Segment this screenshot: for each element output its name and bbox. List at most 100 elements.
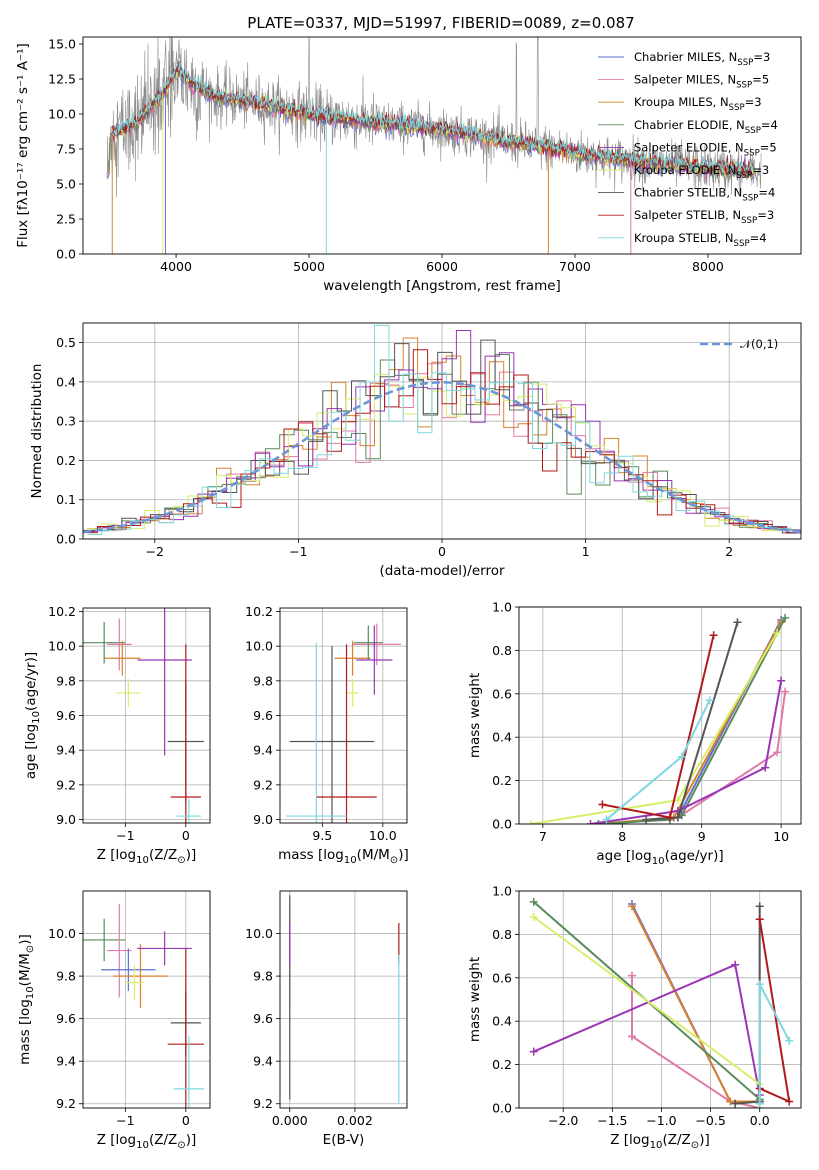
- data-point-marker: [673, 813, 682, 822]
- y-tick-label: 0.5: [56, 335, 76, 350]
- y-tick-label: 0.2: [492, 773, 512, 788]
- y-tick-label: 10.0: [48, 107, 76, 122]
- y-tick-label: 9.2: [56, 777, 76, 792]
- x-tick-label: 8000: [692, 259, 724, 274]
- plot-area: [106, 37, 762, 254]
- x-tick-label: 5000: [293, 259, 325, 274]
- legend-entry: Chabrier ELODIE, NSSP=4: [634, 118, 778, 136]
- mass-vs-extinction-panel: 0.000 0.002 9.2 9.4 9.6 9.8 10.0 E(B-V): [245, 890, 408, 1148]
- y-axis-label: mass weight: [467, 673, 483, 758]
- data-point-marker: [785, 1097, 794, 1106]
- x-tick-label: 10.0: [369, 828, 397, 843]
- x-tick-label: −0.5: [695, 1113, 725, 1128]
- data-point-marker: [665, 813, 674, 822]
- y-tick-label: 9.6: [253, 1011, 273, 1026]
- legend-entry: Salpeter ELODIE, NSSP=5: [634, 140, 777, 158]
- y-tick-label: 0.4: [492, 1014, 512, 1029]
- x-tick-label: −2: [146, 544, 164, 559]
- x-tick-label: 0: [438, 544, 446, 559]
- legend-entry: Salpeter STELIB, NSSP=3: [634, 208, 774, 226]
- spectrum-panel: 4000 5000 6000 7000 8000 0.0 2.5 5.0 7.5 10.0 12.5…: [15, 36, 802, 294]
- y-tick-label: 0.0: [56, 247, 76, 262]
- x-tick-label: −1: [116, 828, 134, 843]
- x-axis-label: Z [log10(Z/Z⊙)]: [97, 847, 197, 866]
- x-tick-label: 8: [618, 829, 626, 844]
- y-axis-label: mass [log10(M/M⊙)]: [17, 934, 36, 1065]
- axes-frame: [518, 890, 802, 1109]
- axes-frame: [82, 36, 802, 255]
- data-point-marker: [598, 800, 607, 809]
- age-vs-mass-panel: 9.5 10.0 9.0 9.2 9.4 9.6 9.8 10.0 10.2 mass [log1…: [245, 604, 409, 866]
- mass-weight-vs-metallicity-panel: −2.0 −1.5 −1.0 −0.5 0.0 0.0 0.2 0.4 0.6 0.8 1.0 Z […: [467, 884, 802, 1151]
- y-axis-label: Normed distribution: [29, 364, 45, 499]
- x-tick-label: 1: [582, 544, 590, 559]
- y-tick-label: 9.8: [56, 673, 76, 688]
- y-tick-label: 9.2: [253, 1096, 273, 1111]
- y-tick-label: 0.2: [56, 453, 76, 468]
- data-point-marker: [785, 1036, 794, 1045]
- y-tick-label: 9.6: [253, 708, 273, 723]
- y-tick-label: 10.0: [48, 639, 76, 654]
- x-tick-label: 7: [539, 829, 547, 844]
- y-tick-label: 7.5: [56, 142, 76, 157]
- weight-line-salpeter_elodie: [533, 963, 761, 1096]
- plot-area: [526, 613, 790, 824]
- data-point-marker: [529, 1047, 538, 1056]
- y-tick-label: 9.0: [56, 812, 76, 827]
- y-tick-label: 15.0: [48, 37, 76, 52]
- x-axis-label: mass [log10(M/M⊙)]: [278, 847, 409, 866]
- x-tick-label: −1: [289, 544, 307, 559]
- y-tick-label: 0.6: [492, 970, 512, 985]
- legend-entry: Kroupa MILES, NSSP=3: [634, 95, 762, 113]
- y-tick-label: 9.0: [253, 812, 273, 827]
- data-point-marker: [731, 960, 740, 969]
- axes-frame: [82, 607, 211, 824]
- data-point-marker: [755, 1099, 764, 1108]
- y-tick-label: 0.0: [492, 817, 512, 832]
- y-tick-label: 9.4: [253, 1054, 273, 1069]
- y-tick-label: 10.2: [245, 604, 273, 619]
- data-point-marker: [709, 631, 718, 640]
- x-tick-label: 9.5: [312, 828, 332, 843]
- y-tick-label: 5.0: [56, 177, 76, 192]
- legend-entry: Chabrier STELIB, NSSP=4: [634, 186, 775, 204]
- y-tick-label: 0.4: [492, 730, 512, 745]
- x-tick-label: −1.0: [646, 1113, 676, 1128]
- data-point-marker: [761, 763, 770, 772]
- y-tick-label: 0.8: [492, 927, 512, 942]
- y-tick-label: 10.2: [48, 604, 76, 619]
- y-tick-label: 9.6: [56, 708, 76, 723]
- x-axis-label: Z [log10(Z/Z⊙)]: [610, 1132, 710, 1151]
- y-tick-label: 9.4: [56, 1054, 76, 1069]
- data-point-marker: [755, 915, 764, 924]
- y-tick-label: 2.5: [56, 212, 76, 227]
- data-point-marker: [731, 1099, 740, 1108]
- data-point-marker: [773, 629, 782, 638]
- y-tick-label: 0.6: [492, 686, 512, 701]
- y-tick-label: 0.2: [492, 1057, 512, 1072]
- x-tick-label: 7000: [559, 259, 591, 274]
- plot-area: [529, 897, 794, 1108]
- y-tick-label: 0.1: [56, 492, 76, 507]
- y-tick-label: 9.4: [253, 743, 273, 758]
- legend: 𝒩(0,1): [700, 337, 778, 351]
- data-point-marker: [705, 696, 714, 705]
- y-tick-label: 9.8: [253, 673, 273, 688]
- data-point-marker: [773, 748, 782, 757]
- x-tick-label: 2: [725, 544, 733, 559]
- data-point-marker: [726, 1097, 735, 1106]
- data-point-marker: [781, 613, 790, 622]
- normal-curve-line: [83, 380, 801, 534]
- legend-entry: Salpeter MILES, NSSP=5: [634, 73, 769, 91]
- x-tick-label: 10: [773, 829, 789, 844]
- y-tick-label: 0.0: [492, 1101, 512, 1116]
- y-tick-label: 1.0: [492, 600, 512, 615]
- y-tick-label: 9.6: [56, 1011, 76, 1026]
- y-tick-label: 10.0: [245, 926, 273, 941]
- y-tick-label: 0.3: [56, 414, 76, 429]
- weight-line-kroupa_elodie: [530, 632, 779, 824]
- chart-title: PLATE=0337, MJD=51997, FIBERID=0089, z=0…: [247, 14, 634, 32]
- x-axis-label: E(B-V): [323, 1132, 365, 1148]
- y-axis-label: Flux [fλ10⁻¹⁷ erg cm⁻² s⁻¹ A⁻¹]: [15, 43, 31, 248]
